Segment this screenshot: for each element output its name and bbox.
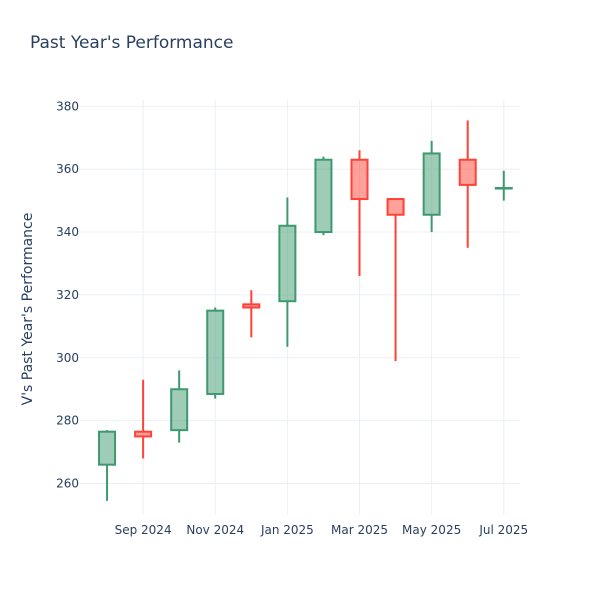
candle-decreasing[interactable] [242, 290, 261, 338]
candle-decreasing[interactable] [458, 120, 477, 248]
y-tick-label: 320 [56, 288, 79, 302]
tick-labels: 260 280 300 320 340 360 380 Sep 2024 Nov 2024 Jan… [56, 99, 528, 537]
grid-layer [80, 100, 520, 515]
candle-decreasing[interactable] [134, 379, 153, 459]
y-tick-label: 360 [56, 162, 79, 176]
y-tick-label: 380 [56, 99, 79, 113]
y-axis-label: V's Past Year's Performance [20, 213, 36, 406]
candle-body [134, 430, 153, 438]
candle-body [278, 224, 297, 303]
candle-increasing[interactable] [494, 170, 513, 201]
candle-body [458, 158, 477, 186]
candle-body [314, 158, 333, 234]
candle-body [350, 158, 369, 201]
y-tick-label: 340 [56, 225, 79, 239]
candle-increasing[interactable] [422, 140, 441, 233]
candle-body [170, 388, 189, 432]
candles-layer [98, 120, 513, 501]
candle-decreasing[interactable] [386, 198, 405, 361]
candle-increasing[interactable] [314, 156, 333, 236]
chart-title: Past Year's Performance [30, 33, 234, 53]
x-tick-label: Jan 2025 [260, 523, 314, 537]
candle-increasing[interactable] [278, 197, 297, 347]
candle-increasing[interactable] [98, 430, 117, 501]
y-tick-label: 280 [56, 414, 79, 428]
x-tick-label: Sep 2024 [115, 523, 172, 537]
candle-decreasing[interactable] [350, 150, 369, 277]
candle-increasing[interactable] [206, 307, 225, 399]
y-tick-label: 300 [56, 351, 79, 365]
candle-body [98, 430, 117, 466]
x-tick-label: Nov 2024 [186, 523, 244, 537]
candle-body [386, 198, 405, 216]
x-tick-label: May 2025 [402, 523, 461, 537]
candle-increasing[interactable] [170, 370, 189, 443]
candle-body [494, 187, 513, 190]
y-tick-label: 260 [56, 477, 79, 491]
x-tick-label: Mar 2025 [331, 523, 388, 537]
candle-body [242, 303, 261, 309]
x-tick-label: Jul 2025 [478, 523, 528, 537]
candle-body [206, 309, 225, 395]
candle-body [422, 152, 441, 216]
